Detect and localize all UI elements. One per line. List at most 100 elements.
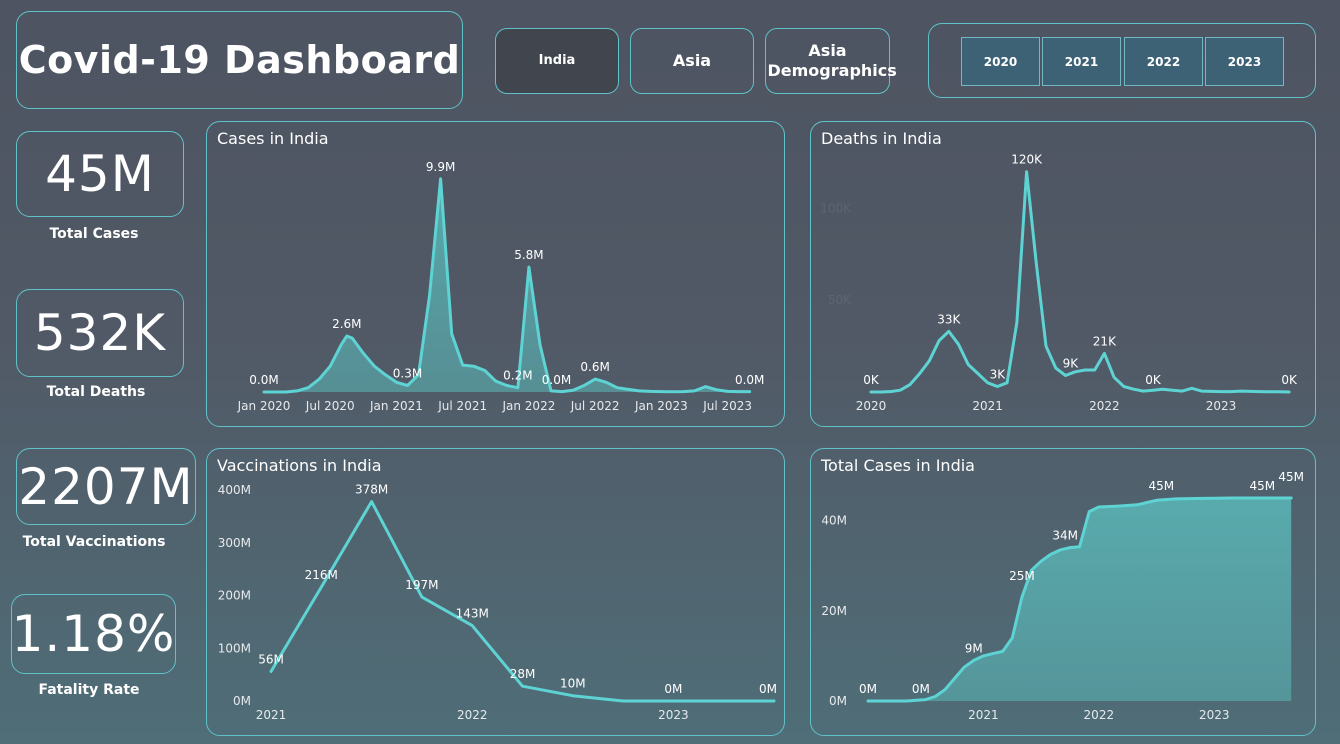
data-label: 25M: [1009, 569, 1035, 583]
chart-panel-deaths: Deaths in India 50K 100K 2020 2021 2022 2023 0…: [810, 121, 1316, 427]
nav-button-label: Asia Demographics: [767, 41, 897, 80]
data-label: 9K: [1063, 356, 1080, 370]
kpi-total-vaccinations: 2207M: [16, 448, 196, 525]
data-label: 378M: [355, 483, 388, 497]
kpi-label-total-vaccinations: Total Vaccinations: [22, 534, 166, 550]
nav-button-india[interactable]: India: [495, 28, 619, 94]
y-tick-label: 100M: [218, 641, 251, 655]
data-label: 0.0M: [542, 373, 571, 387]
data-label: 2.6M: [332, 317, 361, 331]
y-tick-label: 300M: [218, 536, 251, 550]
kpi-fatality-rate: 1.18%: [11, 594, 176, 674]
chart-title: Cases in India: [217, 129, 329, 148]
x-tick-label: 2021: [256, 708, 287, 722]
kpi-value: 2207M: [18, 457, 194, 516]
data-label: 45M: [1149, 479, 1175, 493]
data-label: 33K: [937, 312, 961, 326]
chart-panel-total-cases: Total Cases in India 0M 20M 40M 2021 2022 202…: [810, 448, 1316, 736]
data-label: 0.3M: [393, 367, 422, 381]
x-tick-label: Jul 2021: [437, 399, 487, 413]
data-label: 9M: [965, 641, 983, 655]
nav-button-asia-demographics[interactable]: Asia Demographics: [765, 28, 897, 94]
y-tick-label: 200M: [218, 589, 251, 603]
series-area: [264, 178, 750, 392]
data-label: 5.8M: [514, 248, 543, 262]
nav-button-asia[interactable]: Asia: [630, 28, 754, 94]
year-button-2023[interactable]: 2023: [1205, 37, 1284, 86]
x-tick-label: Jul 2020: [305, 399, 355, 413]
data-label: 0K: [1145, 373, 1162, 387]
year-filter-panel: [928, 23, 1316, 98]
chart-panel-cases: Cases in India Jan 2020 Jul 2020 Jan 2021 J…: [206, 121, 785, 427]
kpi-label-total-deaths: Total Deaths: [46, 384, 146, 400]
x-tick-label: 2023: [1199, 708, 1230, 722]
chart-title: Vaccinations in India: [217, 456, 382, 475]
x-tick-label: Jul 2022: [570, 399, 620, 413]
y-tick-label: 0M: [233, 694, 251, 708]
y-tick-label: 50K: [828, 293, 852, 307]
data-label: 197M: [405, 578, 438, 592]
year-label: 2021: [1064, 54, 1099, 69]
data-label: 45M: [1278, 470, 1304, 484]
data-label: 56M: [258, 652, 284, 666]
data-label: 0.0M: [735, 373, 764, 387]
kpi-label-total-cases: Total Cases: [49, 226, 139, 242]
x-tick-label: Jan 2023: [634, 399, 688, 413]
chart-title: Deaths in India: [821, 129, 942, 148]
vaccinations-chart: 0M 100M 200M 300M 400M 2021 2022 2023 56M 216M 378…: [218, 483, 777, 722]
data-label: 0K: [863, 373, 880, 387]
nav-button-label: India: [538, 53, 576, 68]
y-tick-label: 100K: [820, 201, 852, 215]
x-tick-label: 2022: [1084, 708, 1115, 722]
y-tick-label: 20M: [821, 604, 847, 618]
series-line: [262, 177, 752, 394]
cases-chart: Jan 2020 Jul 2020 Jan 2021 Jul 2021 Jan 2022…: [237, 160, 765, 413]
x-tick-label: 2020: [856, 399, 887, 413]
x-tick-label: Jan 2020: [237, 399, 291, 413]
data-label: 0M: [759, 682, 777, 696]
title-box: Covid-19 Dashboard: [16, 11, 463, 109]
y-tick-label: 0M: [829, 694, 847, 708]
year-button-2021[interactable]: 2021: [1042, 37, 1121, 86]
data-label: 0M: [859, 682, 877, 696]
data-label: 0K: [1281, 373, 1298, 387]
x-tick-label: 2021: [972, 399, 1003, 413]
y-tick-label: 400M: [218, 483, 251, 497]
data-label: 0.6M: [580, 360, 609, 374]
year-label: 2022: [1146, 54, 1181, 69]
kpi-total-cases: 45M: [16, 131, 184, 217]
data-label: 0M: [912, 682, 930, 696]
page-title: Covid-19 Dashboard: [18, 38, 461, 82]
x-tick-label: 2023: [1206, 399, 1237, 413]
data-label: 0.2M: [503, 369, 532, 383]
data-label: 45M: [1250, 479, 1276, 493]
kpi-value: 532K: [33, 304, 167, 362]
series-line: [866, 496, 1293, 703]
year-button-2020[interactable]: 2020: [961, 37, 1040, 86]
series-line: [869, 170, 1291, 394]
series-area: [868, 498, 1292, 701]
x-tick-label: Jul 2023: [702, 399, 752, 413]
year-button-2022[interactable]: 2022: [1124, 37, 1203, 86]
data-label: 34M: [1052, 529, 1078, 543]
x-tick-label: 2023: [658, 708, 689, 722]
data-label: 9.9M: [426, 160, 455, 174]
kpi-value: 1.18%: [11, 605, 176, 663]
x-tick-label: 2022: [1089, 399, 1120, 413]
data-label: 216M: [305, 568, 338, 582]
kpi-value: 45M: [45, 145, 155, 203]
year-label: 2023: [1227, 54, 1262, 69]
series-line: [269, 500, 776, 703]
data-label: 28M: [510, 667, 536, 681]
x-tick-label: 2021: [968, 708, 999, 722]
chart-title: Total Cases in India: [821, 456, 975, 475]
deaths-chart: 50K 100K 2020 2021 2022 2023 0K 33K 3K 120K 9K 21K 0…: [820, 153, 1298, 413]
kpi-label-fatality-rate: Fatality Rate: [38, 682, 140, 698]
data-label: 143M: [456, 607, 489, 621]
year-label: 2020: [983, 54, 1018, 69]
x-tick-label: Jan 2022: [501, 399, 555, 413]
x-tick-label: 2022: [457, 708, 488, 722]
data-label: 120K: [1011, 153, 1043, 167]
data-label: 0.0M: [249, 373, 278, 387]
